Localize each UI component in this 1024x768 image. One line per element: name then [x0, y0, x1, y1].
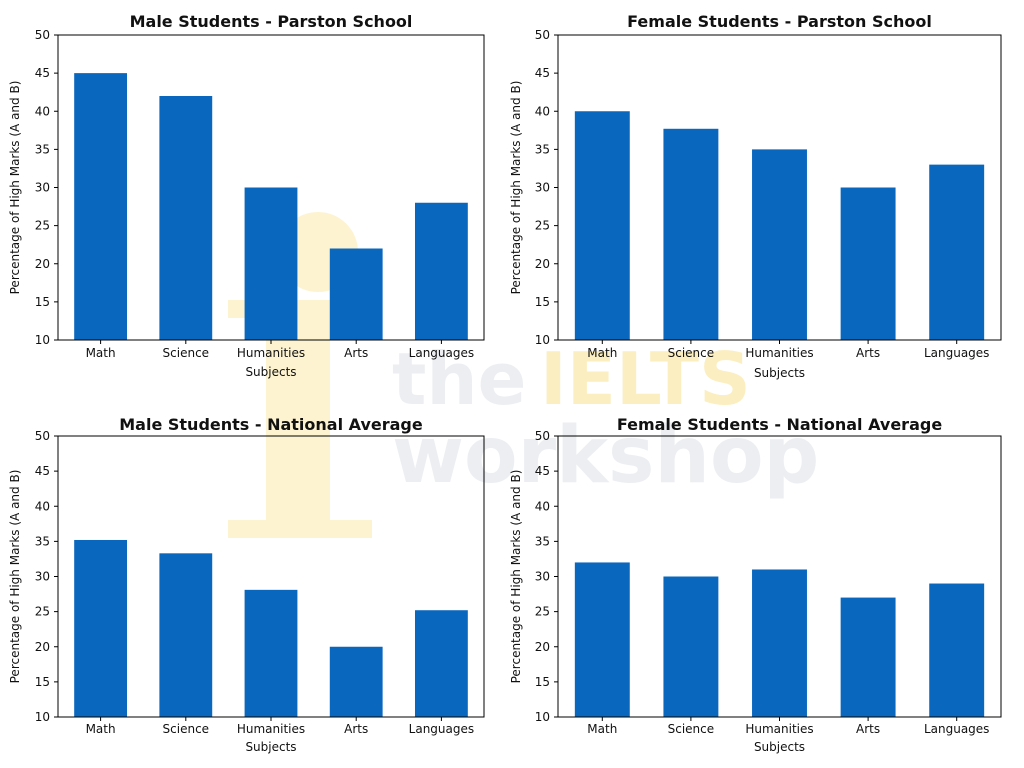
y-tick-label: 20 — [535, 257, 550, 271]
bar — [159, 96, 213, 340]
bar — [414, 610, 468, 717]
bar — [663, 576, 719, 717]
y-tick-label: 10 — [535, 710, 550, 724]
bar — [574, 111, 630, 340]
x-tick-label: Math — [86, 722, 116, 736]
y-tick-label: 15 — [35, 675, 50, 689]
y-tick-label: 50 — [535, 429, 550, 443]
watermark-line1: the — [392, 337, 527, 421]
bar — [840, 597, 896, 717]
bar — [329, 646, 383, 717]
y-tick-label: 25 — [535, 605, 550, 619]
charts-layer: 10 15 20 25 30 35 40 45 50 Math Science Humanities A… — [8, 12, 1002, 754]
x-axis-label: Subjects — [245, 740, 296, 754]
watermark-line1-accent: IELTS — [540, 337, 751, 421]
y-tick-label: 20 — [535, 640, 550, 654]
y-tick-label: 35 — [35, 534, 50, 548]
x-tick-label: Arts — [344, 346, 368, 360]
y-tick-label: 45 — [35, 66, 50, 80]
x-tick-label: Humanities — [237, 346, 305, 360]
y-tick-label: 15 — [535, 295, 550, 309]
y-tick-label: 30 — [35, 181, 50, 195]
y-tick-label: 35 — [535, 534, 550, 548]
x-axis-label: Subjects — [754, 740, 805, 754]
y-tick-label: 45 — [35, 464, 50, 478]
chart-panel: 10 15 20 25 30 35 40 45 50 Math Science Humanities A… — [509, 12, 1002, 380]
y-tick-label: 30 — [535, 181, 550, 195]
bar — [929, 583, 985, 717]
y-tick-label: 30 — [35, 570, 50, 584]
x-tick-label: Humanities — [745, 346, 813, 360]
bar — [74, 73, 128, 340]
y-tick-label: 20 — [35, 640, 50, 654]
x-tick-label: Languages — [924, 346, 989, 360]
bar — [414, 202, 468, 340]
y-tick-label: 25 — [35, 605, 50, 619]
chart-title: Female Students - Parston School — [627, 12, 932, 31]
bar — [663, 128, 719, 340]
x-tick-label: Science — [668, 722, 715, 736]
y-tick-label: 45 — [535, 464, 550, 478]
y-tick-label: 45 — [535, 66, 550, 80]
bar — [244, 187, 298, 340]
x-tick-label: Languages — [409, 346, 474, 360]
chart-panel: 10 15 20 25 30 35 40 45 50 Math Science Humanities A… — [8, 415, 485, 754]
y-tick-label: 40 — [535, 499, 550, 513]
x-tick-label: Humanities — [745, 722, 813, 736]
x-axis-label: Subjects — [754, 366, 805, 380]
y-axis-label: Percentage of High Marks (A and B) — [8, 470, 22, 684]
y-tick-label: 25 — [35, 219, 50, 233]
chart-panel: 10 15 20 25 30 35 40 45 50 Math Science Humanities A… — [8, 12, 485, 379]
x-tick-label: Languages — [409, 722, 474, 736]
y-tick-label: 30 — [535, 570, 550, 584]
y-tick-label: 40 — [535, 104, 550, 118]
bar — [159, 553, 213, 717]
y-tick-label: 10 — [35, 710, 50, 724]
y-tick-label: 50 — [535, 28, 550, 42]
bar — [840, 187, 896, 340]
chart-title: Female Students - National Average — [617, 415, 943, 434]
y-tick-label: 25 — [535, 219, 550, 233]
bar — [329, 248, 383, 340]
y-tick-label: 50 — [35, 28, 50, 42]
bar — [752, 149, 807, 340]
y-tick-label: 10 — [535, 333, 550, 347]
y-tick-label: 15 — [35, 295, 50, 309]
y-tick-label: 35 — [35, 142, 50, 156]
y-tick-label: 10 — [35, 333, 50, 347]
y-axis-label: Percentage of High Marks (A and B) — [509, 81, 523, 295]
y-tick-label: 35 — [535, 142, 550, 156]
x-tick-label: Science — [668, 346, 715, 360]
bar — [752, 569, 807, 717]
x-tick-label: Arts — [856, 722, 880, 736]
bar — [244, 589, 298, 717]
x-tick-label: Humanities — [237, 722, 305, 736]
y-axis-label: Percentage of High Marks (A and B) — [8, 81, 22, 295]
x-tick-label: Arts — [856, 346, 880, 360]
x-tick-label: Science — [163, 722, 210, 736]
chart-title: Male Students - Parston School — [130, 12, 413, 31]
y-tick-label: 40 — [35, 104, 50, 118]
y-axis-label: Percentage of High Marks (A and B) — [509, 470, 523, 684]
watermark-line2: workshop — [392, 411, 819, 501]
bar — [74, 539, 128, 717]
y-tick-label: 40 — [35, 499, 50, 513]
chart-title: Male Students - National Average — [119, 415, 423, 434]
y-tick-label: 20 — [35, 257, 50, 271]
x-tick-label: Languages — [924, 722, 989, 736]
x-tick-label: Math — [86, 346, 116, 360]
x-axis-label: Subjects — [245, 365, 296, 379]
x-tick-label: Science — [163, 346, 210, 360]
y-tick-label: 50 — [35, 429, 50, 443]
bar — [574, 562, 630, 717]
chart-panel: 10 15 20 25 30 35 40 45 50 Math Science Humanities A… — [509, 415, 1002, 754]
bar — [929, 164, 985, 340]
y-tick-label: 15 — [535, 675, 550, 689]
x-tick-label: Math — [587, 722, 617, 736]
x-tick-label: Arts — [344, 722, 368, 736]
x-tick-label: Math — [587, 346, 617, 360]
watermark: the IELTS workshop — [228, 212, 819, 538]
